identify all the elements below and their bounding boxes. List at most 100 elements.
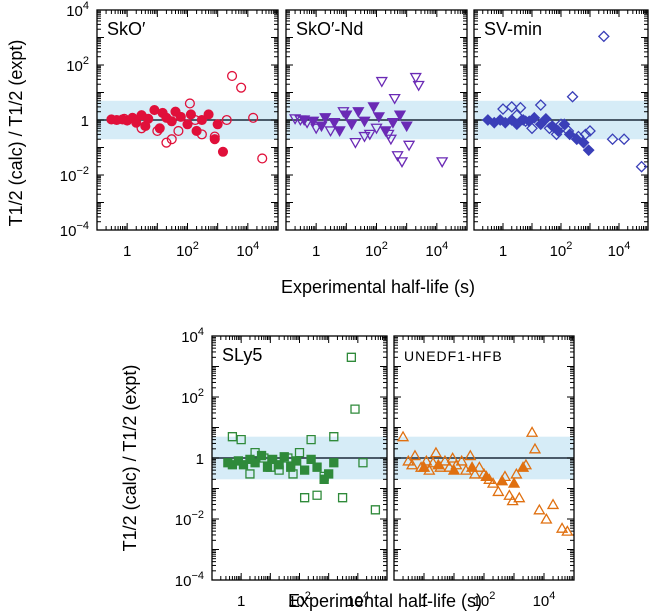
- panel-label: UNEDF1-HFB: [404, 348, 503, 364]
- data-point: [510, 467, 523, 479]
- x-tick-exponent: 4: [624, 240, 630, 252]
- data-point: [346, 352, 357, 362]
- x-tick-label: 1: [123, 243, 131, 260]
- x-tick-label: 104: [533, 590, 556, 610]
- data-point: [409, 72, 422, 84]
- data-point: [248, 112, 259, 123]
- x-tick-exponent: 4: [442, 240, 448, 252]
- y-tick-exponent: −4: [191, 570, 204, 582]
- data-point: [358, 131, 371, 143]
- y-tick-base: 10: [60, 168, 77, 185]
- data-point: [333, 126, 346, 138]
- data-point: [513, 491, 526, 503]
- y-tick-base: 1: [81, 113, 89, 130]
- y-tick-exponent: −2: [191, 509, 204, 521]
- x-tick-label: 102: [288, 590, 311, 610]
- panel-frame: [211, 335, 388, 581]
- data-point: [468, 467, 482, 479]
- data-point: [299, 493, 310, 503]
- x-tick-base: 1: [499, 243, 507, 260]
- x-tick-base: 10: [236, 243, 253, 260]
- x-tick-exponent: 4: [549, 590, 555, 602]
- data-point: [173, 125, 184, 136]
- data-point: [492, 485, 505, 497]
- data-point: [370, 505, 381, 515]
- x-axis-label-bottom: Experimental half-life (s): [288, 591, 482, 611]
- data-point: [298, 115, 311, 127]
- x-tick-base: 10: [550, 243, 567, 260]
- data-point: [250, 458, 260, 468]
- data-point: [294, 447, 305, 458]
- data-point: [345, 119, 358, 131]
- data-point: [312, 490, 322, 500]
- data-point: [417, 461, 431, 472]
- data-point: [372, 112, 386, 123]
- data-point: [555, 522, 569, 533]
- data-point: [391, 151, 404, 162]
- data-point: [388, 93, 401, 105]
- y-axis-label-bottom: T1/2 (calc) / T1/2 (expt): [120, 365, 140, 552]
- data-point: [447, 464, 461, 475]
- y-tick-label: 102: [66, 55, 89, 75]
- x-tick-exponent: 2: [305, 590, 311, 602]
- data-point: [465, 461, 479, 472]
- data-points: [396, 426, 574, 536]
- data-point: [400, 121, 413, 133]
- data-point: [514, 101, 527, 114]
- y-tick-base: 10: [60, 223, 77, 240]
- data-point: [143, 113, 154, 124]
- x-tick-exponent: 4: [363, 590, 369, 602]
- data-point: [516, 461, 530, 472]
- data-point: [274, 460, 284, 470]
- x-tick-base: 10: [608, 243, 625, 260]
- x-tick-base: 10: [473, 593, 490, 610]
- data-point: [420, 454, 433, 466]
- x-tick-base: 1: [237, 593, 245, 610]
- data-point: [191, 125, 202, 136]
- y-tick-label: 1: [196, 451, 204, 468]
- y-tick-label: 10−4: [60, 220, 89, 240]
- y-tick-base: 10: [181, 329, 198, 346]
- x-tick-label: 1: [312, 243, 320, 260]
- data-point: [245, 469, 255, 479]
- data-point: [315, 121, 328, 133]
- data-point: [480, 470, 493, 482]
- y-tick-base: 10: [175, 573, 192, 590]
- data-point: [212, 119, 223, 130]
- y-tick-exponent: 2: [83, 55, 89, 67]
- x-tick-exponent: 2: [193, 240, 199, 252]
- x-tick-base: 1: [123, 243, 131, 260]
- data-point: [426, 456, 440, 468]
- data-point: [166, 116, 177, 127]
- data-points: [106, 70, 268, 164]
- x-tick-base: 10: [288, 593, 305, 610]
- panel-frame: [285, 9, 468, 231]
- x-tick-base: 1: [312, 243, 320, 260]
- x-tick-exponent: 2: [489, 590, 495, 602]
- data-point: [375, 76, 388, 88]
- panel-label: SV-min: [484, 19, 542, 39]
- data-point: [525, 426, 539, 437]
- x-tick-label: 104: [346, 590, 369, 610]
- data-point: [221, 114, 232, 126]
- y-tick-base: 10: [175, 512, 192, 529]
- data-point: [503, 489, 516, 500]
- ticks: [96, 10, 278, 231]
- data-point: [464, 449, 477, 461]
- data-point: [324, 469, 334, 479]
- x-tick-base: 10: [346, 593, 363, 610]
- x-tick-exponent: 2: [382, 240, 388, 252]
- data-point: [257, 153, 268, 164]
- data-point: [402, 140, 416, 152]
- data-point: [182, 119, 193, 130]
- data-point: [558, 118, 571, 131]
- data-point: [306, 434, 316, 445]
- panel-frame: [473, 9, 649, 231]
- y-tick-label: 10−2: [175, 509, 204, 529]
- data-point: [363, 129, 376, 141]
